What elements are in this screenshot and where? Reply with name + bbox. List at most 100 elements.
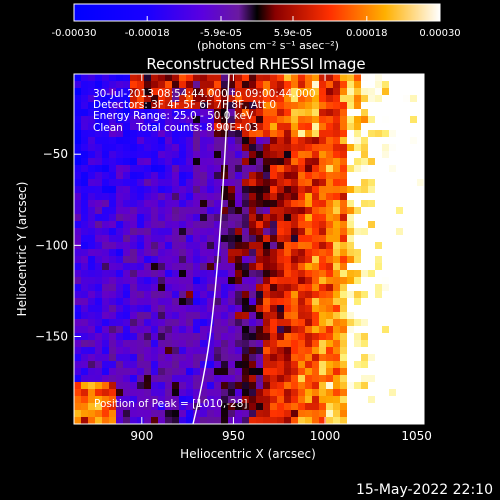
heatmap-cell bbox=[74, 88, 82, 96]
heatmap-cell bbox=[396, 221, 404, 229]
heatmap-cell bbox=[284, 88, 292, 96]
heatmap-cell bbox=[123, 235, 131, 243]
heatmap-cell bbox=[354, 200, 362, 208]
heatmap-cell bbox=[109, 165, 117, 173]
heatmap-cell bbox=[95, 375, 103, 383]
heatmap-cell bbox=[326, 242, 334, 250]
heatmap-cell bbox=[284, 291, 292, 299]
heatmap-cell bbox=[172, 340, 180, 348]
heatmap-cell bbox=[116, 144, 124, 152]
heatmap-cell bbox=[235, 144, 243, 152]
heatmap-cell bbox=[312, 88, 320, 96]
heatmap-cell bbox=[88, 270, 96, 278]
heatmap-cell bbox=[270, 179, 278, 187]
heatmap-cell bbox=[347, 396, 355, 404]
heatmap-cell bbox=[417, 410, 424, 418]
heatmap-cell bbox=[172, 291, 180, 299]
colorbar-tick-label: -0.00018 bbox=[125, 28, 170, 39]
heatmap-cell bbox=[144, 144, 152, 152]
heatmap-cell bbox=[375, 354, 383, 362]
heatmap-cell bbox=[116, 221, 124, 229]
heatmap-cell bbox=[123, 368, 131, 376]
heatmap-cell bbox=[228, 214, 236, 222]
heatmap-cell bbox=[74, 417, 82, 424]
heatmap-cell bbox=[270, 235, 278, 243]
heatmap-cell bbox=[179, 319, 187, 327]
heatmap-cell bbox=[130, 116, 138, 124]
heatmap-cell bbox=[256, 88, 264, 96]
heatmap-cell bbox=[207, 284, 215, 292]
heatmap-cell bbox=[102, 403, 110, 411]
heatmap-cell bbox=[102, 200, 110, 208]
heatmap-cell bbox=[284, 214, 292, 222]
heatmap-cell bbox=[165, 277, 173, 285]
heatmap-cell bbox=[242, 144, 250, 152]
heatmap-cell bbox=[382, 368, 390, 376]
heatmap-cell bbox=[88, 340, 96, 348]
heatmap-cell bbox=[123, 228, 131, 236]
heatmap-cell bbox=[291, 193, 299, 201]
heatmap-cell bbox=[291, 102, 299, 110]
heatmap-cell bbox=[263, 179, 271, 187]
x-tick-label: 900 bbox=[130, 429, 153, 443]
heatmap-cell bbox=[333, 326, 341, 334]
heatmap-cell bbox=[284, 417, 292, 424]
heatmap-cell bbox=[242, 340, 250, 348]
colorbar bbox=[73, 3, 441, 22]
heatmap-cell bbox=[165, 382, 173, 390]
heatmap-cell bbox=[417, 263, 424, 271]
heatmap-cell bbox=[375, 221, 383, 229]
heatmap-cell bbox=[179, 109, 187, 117]
heatmap-cell bbox=[249, 214, 257, 222]
heatmap-cell bbox=[354, 410, 362, 418]
heatmap-cell bbox=[214, 242, 222, 250]
heatmap-cell bbox=[319, 403, 327, 411]
heatmap-cell bbox=[172, 319, 180, 327]
heatmap-cell bbox=[312, 375, 320, 383]
heatmap-cell bbox=[277, 368, 285, 376]
heatmap-cell bbox=[179, 179, 187, 187]
heatmap-cell bbox=[326, 284, 334, 292]
heatmap-cell bbox=[403, 144, 411, 152]
heatmap-cell bbox=[193, 396, 201, 404]
heatmap-cell bbox=[382, 179, 390, 187]
heatmap-cell bbox=[410, 312, 418, 320]
heatmap-cell bbox=[88, 389, 96, 397]
heatmap-cell bbox=[403, 396, 411, 404]
heatmap-cell bbox=[130, 396, 138, 404]
heatmap-cell bbox=[410, 102, 418, 110]
heatmap-cell bbox=[172, 116, 180, 124]
heatmap-cell bbox=[116, 333, 124, 341]
heatmap-cell bbox=[249, 347, 257, 355]
heatmap-cell bbox=[354, 319, 362, 327]
heatmap-cell bbox=[214, 137, 222, 145]
heatmap-cell bbox=[88, 284, 96, 292]
heatmap-cell bbox=[389, 340, 397, 348]
heatmap-cell bbox=[347, 179, 355, 187]
heatmap-cell bbox=[235, 81, 243, 89]
heatmap-cell bbox=[221, 263, 229, 271]
info-line-detectors: Detectors: 3F 4F 5F 6F 7F 8F, Att 0 bbox=[93, 99, 276, 111]
heatmap-cell bbox=[263, 102, 271, 110]
heatmap-cell bbox=[368, 347, 376, 355]
heatmap-cell bbox=[319, 361, 327, 369]
heatmap-cell bbox=[102, 144, 110, 152]
heatmap-cell bbox=[382, 95, 390, 103]
heatmap-cell bbox=[410, 340, 418, 348]
heatmap-cell bbox=[200, 102, 208, 110]
heatmap-cell bbox=[242, 347, 250, 355]
heatmap-cell bbox=[130, 291, 138, 299]
heatmap-cell bbox=[417, 235, 424, 243]
heatmap-cell bbox=[193, 249, 201, 257]
heatmap-cell bbox=[368, 207, 376, 215]
heatmap-cell bbox=[284, 389, 292, 397]
heatmap-cell bbox=[256, 137, 264, 145]
heatmap-cell bbox=[347, 389, 355, 397]
heatmap-cell bbox=[291, 375, 299, 383]
heatmap-cell bbox=[333, 95, 341, 103]
heatmap-cell bbox=[165, 396, 173, 404]
heatmap-cell bbox=[193, 347, 201, 355]
heatmap-cell bbox=[249, 410, 257, 418]
heatmap-cell bbox=[305, 368, 313, 376]
heatmap-cell bbox=[207, 403, 215, 411]
